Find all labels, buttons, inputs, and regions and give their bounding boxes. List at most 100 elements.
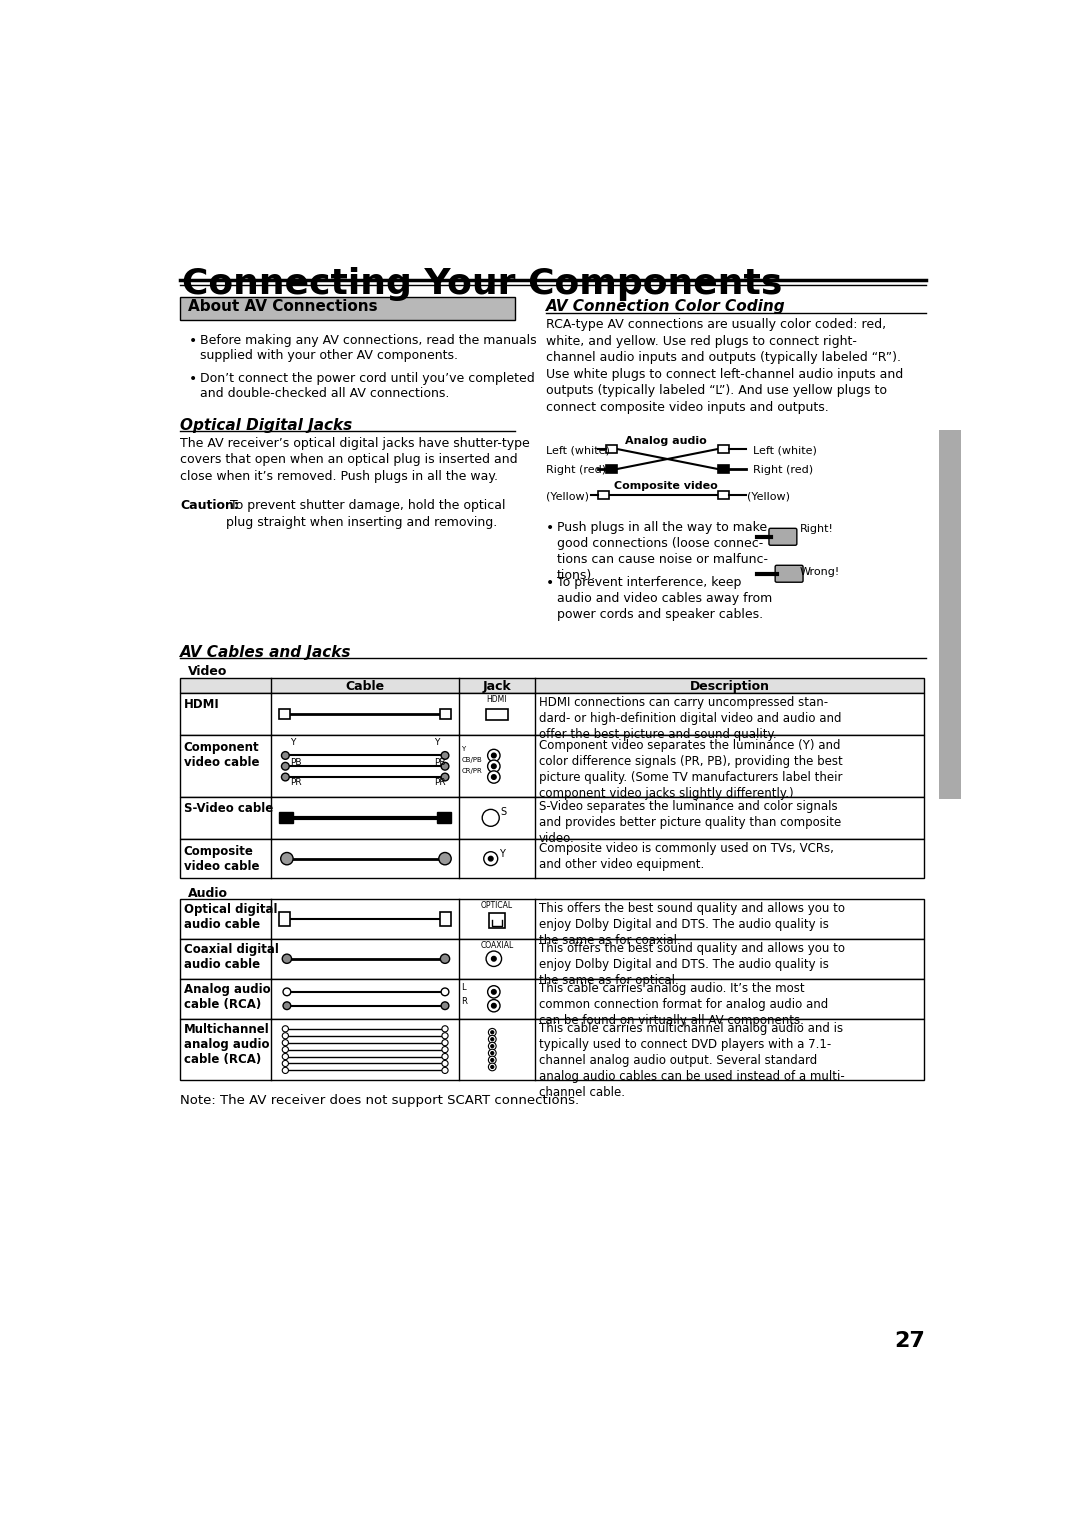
Text: CR/PR: CR/PR: [461, 767, 482, 773]
Text: HDMI connections can carry uncompressed stan-
dard- or high-definition digital v: HDMI connections can carry uncompressed …: [539, 697, 841, 741]
Circle shape: [282, 953, 292, 963]
Bar: [606, 445, 617, 452]
Text: Cable: Cable: [346, 680, 384, 694]
Text: Caution:: Caution:: [180, 500, 239, 512]
Text: PB: PB: [434, 758, 446, 767]
Circle shape: [491, 990, 496, 995]
Bar: [489, 912, 504, 927]
Bar: [279, 813, 293, 824]
Text: About AV Connections: About AV Connections: [188, 299, 377, 313]
Text: •: •: [545, 576, 554, 590]
Text: PR: PR: [434, 778, 446, 787]
Circle shape: [442, 1068, 448, 1074]
Text: (Yellow): (Yellow): [747, 492, 791, 501]
Circle shape: [442, 1053, 448, 1059]
Text: Composite video is commonly used on TVs, VCRs,
and other video equipment.: Composite video is commonly used on TVs,…: [539, 842, 834, 871]
Text: To prevent shutter damage, hold the optical
plug straight when inserting and rem: To prevent shutter damage, hold the opti…: [227, 500, 505, 529]
Circle shape: [438, 853, 451, 865]
Text: •: •: [189, 371, 198, 387]
Text: Composite
video cable: Composite video cable: [184, 845, 259, 872]
Text: •: •: [545, 521, 554, 535]
FancyBboxPatch shape: [775, 565, 804, 582]
Text: Right (red): Right (red): [754, 465, 813, 475]
Circle shape: [442, 1060, 448, 1067]
Text: Description: Description: [689, 680, 769, 694]
Bar: [180, 979, 924, 1019]
FancyBboxPatch shape: [769, 529, 797, 545]
Text: Before making any AV connections, read the manuals
supplied with your other AV c: Before making any AV connections, read t…: [200, 333, 537, 362]
Text: COAXIAL: COAXIAL: [481, 941, 514, 950]
Bar: [940, 429, 961, 799]
Circle shape: [486, 950, 501, 966]
Circle shape: [441, 752, 449, 759]
Text: Audio: Audio: [188, 888, 228, 900]
Text: AV Cables and Jacks: AV Cables and Jacks: [180, 645, 351, 660]
Text: S: S: [500, 807, 507, 817]
Circle shape: [488, 1042, 496, 1050]
Circle shape: [491, 753, 496, 758]
Text: Y: Y: [499, 848, 505, 859]
Bar: [441, 709, 451, 720]
Circle shape: [282, 1053, 288, 1059]
Circle shape: [490, 1045, 494, 1048]
Text: S-Video separates the luminance and color signals
and provides better picture qu: S-Video separates the luminance and colo…: [539, 801, 841, 845]
Text: Left (white): Left (white): [545, 445, 609, 455]
Text: Analog audio
cable (RCA): Analog audio cable (RCA): [184, 983, 270, 1010]
Bar: [486, 709, 508, 720]
Bar: [180, 798, 924, 839]
Circle shape: [488, 856, 494, 860]
Text: This cable carries multichannel analog audio and is
typically used to connect DV: This cable carries multichannel analog a…: [539, 1022, 845, 1099]
Text: RCA-type AV connections are usually color coded: red,
white, and yellow. Use red: RCA-type AV connections are usually colo…: [545, 318, 903, 414]
Circle shape: [441, 762, 449, 770]
Text: This cable carries analog audio. It’s the most
common connection format for anal: This cable carries analog audio. It’s th…: [539, 983, 828, 1027]
Text: Right!: Right!: [800, 524, 834, 533]
Circle shape: [283, 989, 291, 996]
Bar: [180, 298, 515, 321]
Bar: [437, 813, 451, 824]
Circle shape: [488, 1028, 496, 1036]
Bar: [180, 694, 924, 735]
Text: Connecting Your Components: Connecting Your Components: [181, 266, 782, 301]
Text: Video: Video: [188, 665, 227, 678]
Circle shape: [282, 1025, 288, 1031]
Text: Push plugs in all the way to make
good connections (loose connec-
tions can caus: Push plugs in all the way to make good c…: [556, 521, 768, 582]
Circle shape: [488, 1050, 496, 1057]
Circle shape: [282, 1060, 288, 1067]
Text: PR: PR: [291, 778, 301, 787]
Circle shape: [283, 1002, 291, 1010]
Text: Optical Digital Jacks: Optical Digital Jacks: [180, 419, 352, 434]
Circle shape: [488, 999, 500, 1012]
Text: Note: The AV receiver does not support SCART connections.: Note: The AV receiver does not support S…: [180, 1094, 579, 1108]
Bar: [180, 898, 924, 938]
Text: Y: Y: [434, 738, 440, 747]
Circle shape: [488, 1063, 496, 1071]
Text: Don’t connect the power cord until you’ve completed
and double-checked all AV co: Don’t connect the power cord until you’v…: [200, 371, 535, 400]
Text: HDMI: HDMI: [184, 698, 219, 712]
Text: L: L: [461, 984, 465, 992]
Circle shape: [488, 759, 500, 773]
Bar: [180, 938, 924, 979]
Text: To prevent interference, keep
audio and video cables away from
power cords and s: To prevent interference, keep audio and …: [556, 576, 772, 620]
Text: Coaxial digital
audio cable: Coaxial digital audio cable: [184, 943, 279, 970]
Text: Composite video: Composite video: [615, 481, 718, 490]
Text: Analog audio: Analog audio: [625, 435, 706, 446]
Circle shape: [491, 764, 496, 769]
Circle shape: [441, 773, 449, 781]
Text: 27: 27: [894, 1331, 926, 1351]
Circle shape: [488, 1036, 496, 1044]
Circle shape: [491, 957, 496, 961]
Bar: [718, 445, 729, 452]
Bar: [180, 1019, 924, 1080]
Circle shape: [441, 953, 449, 963]
Circle shape: [488, 749, 500, 761]
Bar: [279, 709, 291, 720]
Circle shape: [490, 1051, 494, 1054]
Text: PB: PB: [291, 758, 301, 767]
Circle shape: [490, 1031, 494, 1034]
Circle shape: [488, 986, 500, 998]
Text: This offers the best sound quality and allows you to
enjoy Dolby Digital and DTS: This offers the best sound quality and a…: [539, 902, 845, 947]
Circle shape: [442, 1025, 448, 1031]
Circle shape: [490, 1059, 494, 1062]
Text: Y: Y: [291, 738, 295, 747]
Bar: [441, 912, 451, 926]
